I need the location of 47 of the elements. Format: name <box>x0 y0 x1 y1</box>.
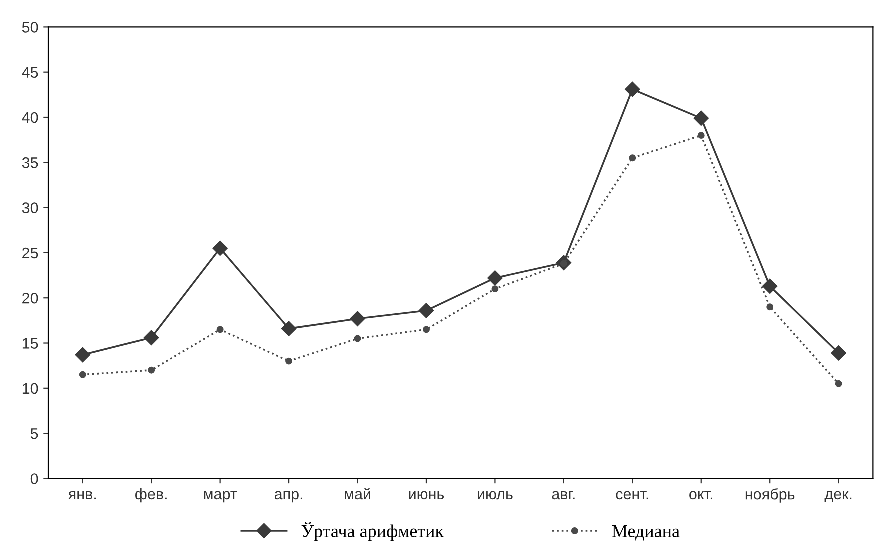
x-tick-label: апр. <box>274 491 302 503</box>
y-tick-label: 0 <box>30 474 38 484</box>
legend-label: Медиана <box>612 525 680 541</box>
point <box>698 132 705 140</box>
y-tick-label: 40 <box>22 112 38 124</box>
x-tick-label: янв. <box>68 491 96 500</box>
x-tick-label: дек. <box>824 491 852 503</box>
y-tick-label: 5 <box>30 428 38 440</box>
point <box>831 346 846 361</box>
point <box>281 321 297 336</box>
point <box>216 326 224 334</box>
y-tick-label: 30 <box>22 202 38 214</box>
point <box>286 358 293 365</box>
point <box>423 326 430 334</box>
point <box>418 303 434 318</box>
x-tick-label: ноябрь <box>746 488 795 503</box>
x-tick-label: март <box>204 491 238 503</box>
y-tick-label: 25 <box>22 248 38 259</box>
point <box>835 380 842 388</box>
y-tick-label: 20 <box>22 292 38 304</box>
point <box>488 270 503 286</box>
point <box>629 154 636 162</box>
point <box>766 304 774 311</box>
x-tick-label: авг. <box>552 491 575 500</box>
y-tick-label: 10 <box>22 383 38 394</box>
point <box>492 286 499 293</box>
point <box>762 278 778 294</box>
y-tick-label: 50 <box>22 22 38 33</box>
point <box>75 347 90 363</box>
point <box>148 366 156 374</box>
y-tick-label: 15 <box>22 338 38 349</box>
point <box>625 82 640 98</box>
point <box>350 311 366 326</box>
point <box>212 240 228 256</box>
x-tick-label: сент. <box>616 491 648 500</box>
x-tick-label: июль <box>478 491 513 500</box>
legend-label: Ўртача арифметик <box>302 522 444 542</box>
point <box>694 110 709 126</box>
point <box>354 335 362 342</box>
y-tick-label: 35 <box>22 158 38 168</box>
x-tick-label: июнь <box>409 491 444 500</box>
y-tick-label: 45 <box>22 67 38 78</box>
point <box>144 330 160 346</box>
x-tick-label: фев. <box>136 488 167 503</box>
point <box>79 371 86 378</box>
x-tick-label: май <box>345 488 370 500</box>
x-tick-label: окт. <box>690 491 712 500</box>
